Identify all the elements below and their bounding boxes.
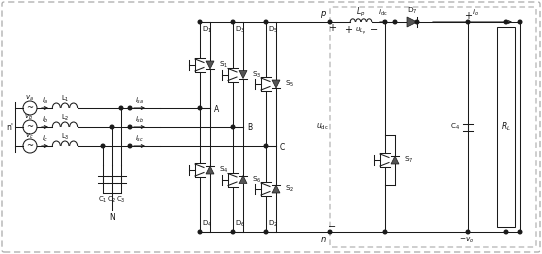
Text: D$_4$: D$_4$ xyxy=(202,219,212,229)
Polygon shape xyxy=(272,185,280,193)
Text: −: − xyxy=(328,222,336,232)
Text: $-v_o$: $-v_o$ xyxy=(460,235,475,245)
Text: +: + xyxy=(328,23,336,33)
Circle shape xyxy=(231,20,235,24)
Text: L$_3$: L$_3$ xyxy=(61,132,69,142)
Text: $v_b$: $v_b$ xyxy=(24,113,34,122)
Text: D$_3$: D$_3$ xyxy=(235,25,245,35)
Circle shape xyxy=(128,106,132,110)
Text: ~: ~ xyxy=(27,122,34,132)
Circle shape xyxy=(393,20,397,24)
Polygon shape xyxy=(239,176,247,183)
Text: D$_6$: D$_6$ xyxy=(235,219,246,229)
Text: −: − xyxy=(370,25,378,35)
Text: $i_{\rm dc}$: $i_{\rm dc}$ xyxy=(378,8,388,18)
Text: $u_{\rm dc}$: $u_{\rm dc}$ xyxy=(316,122,329,132)
Text: N: N xyxy=(109,214,115,223)
Circle shape xyxy=(198,20,202,24)
Circle shape xyxy=(128,144,132,148)
Circle shape xyxy=(518,20,522,24)
Text: D$_5$: D$_5$ xyxy=(268,25,278,35)
Text: $i_b$: $i_b$ xyxy=(42,115,48,125)
Circle shape xyxy=(128,125,132,129)
Text: D$_2$: D$_2$ xyxy=(268,219,278,229)
Circle shape xyxy=(110,125,114,129)
Text: L$_1$: L$_1$ xyxy=(61,94,69,104)
Circle shape xyxy=(231,125,235,129)
Text: $R_L$: $R_L$ xyxy=(501,121,511,133)
Circle shape xyxy=(101,144,105,148)
Circle shape xyxy=(383,20,387,24)
Polygon shape xyxy=(206,166,214,174)
Circle shape xyxy=(504,20,508,24)
Circle shape xyxy=(328,230,332,234)
Text: S$_6$: S$_6$ xyxy=(252,174,262,185)
Polygon shape xyxy=(272,80,280,88)
Text: C$_1$: C$_1$ xyxy=(98,195,108,205)
Text: D$_1$: D$_1$ xyxy=(202,25,212,35)
Text: $L_p$: $L_p$ xyxy=(356,5,366,19)
Text: ~: ~ xyxy=(27,103,34,113)
Text: S$_4$: S$_4$ xyxy=(219,165,229,175)
Text: $i_o$: $i_o$ xyxy=(472,8,479,18)
Circle shape xyxy=(415,20,419,24)
Circle shape xyxy=(518,230,522,234)
Text: ~: ~ xyxy=(27,141,34,151)
Text: C$_3$: C$_3$ xyxy=(116,195,126,205)
Text: $i_c$: $i_c$ xyxy=(42,134,48,144)
Circle shape xyxy=(504,230,508,234)
Text: +: + xyxy=(464,11,472,21)
Text: B: B xyxy=(247,123,252,133)
Text: +: + xyxy=(344,25,352,35)
Text: C: C xyxy=(280,142,285,151)
Circle shape xyxy=(264,144,268,148)
Circle shape xyxy=(198,106,202,110)
Polygon shape xyxy=(239,71,247,78)
Circle shape xyxy=(466,230,470,234)
Circle shape xyxy=(264,20,268,24)
Text: $i_a$: $i_a$ xyxy=(42,96,48,106)
Text: S$_1$: S$_1$ xyxy=(219,60,228,70)
Circle shape xyxy=(198,230,202,234)
Polygon shape xyxy=(391,156,399,164)
Polygon shape xyxy=(407,17,417,27)
Polygon shape xyxy=(206,61,214,69)
Text: C$_2$: C$_2$ xyxy=(107,195,117,205)
Text: S$_5$: S$_5$ xyxy=(285,79,294,89)
Text: S$_7$: S$_7$ xyxy=(404,155,414,165)
Circle shape xyxy=(383,230,387,234)
Text: D$_7$: D$_7$ xyxy=(407,6,417,16)
Text: A: A xyxy=(214,104,220,114)
Text: $i_{sa}$: $i_{sa}$ xyxy=(136,96,145,106)
Circle shape xyxy=(466,20,470,24)
Text: C$_4$: C$_4$ xyxy=(450,122,460,132)
Circle shape xyxy=(231,230,235,234)
Text: $u_{L_p}$: $u_{L_p}$ xyxy=(356,25,366,37)
Circle shape xyxy=(328,20,332,24)
Circle shape xyxy=(264,230,268,234)
Text: $i_{sb}$: $i_{sb}$ xyxy=(136,115,145,125)
Text: n': n' xyxy=(6,122,13,132)
Text: n: n xyxy=(320,235,326,245)
Text: S$_2$: S$_2$ xyxy=(285,184,294,194)
Circle shape xyxy=(119,106,123,110)
Text: L$_2$: L$_2$ xyxy=(61,113,69,123)
Text: $i_{sc}$: $i_{sc}$ xyxy=(136,134,145,144)
Text: $v_c$: $v_c$ xyxy=(24,131,34,141)
Text: p: p xyxy=(320,9,326,19)
Text: S$_3$: S$_3$ xyxy=(252,69,261,80)
Text: $v_a$: $v_a$ xyxy=(24,93,34,103)
